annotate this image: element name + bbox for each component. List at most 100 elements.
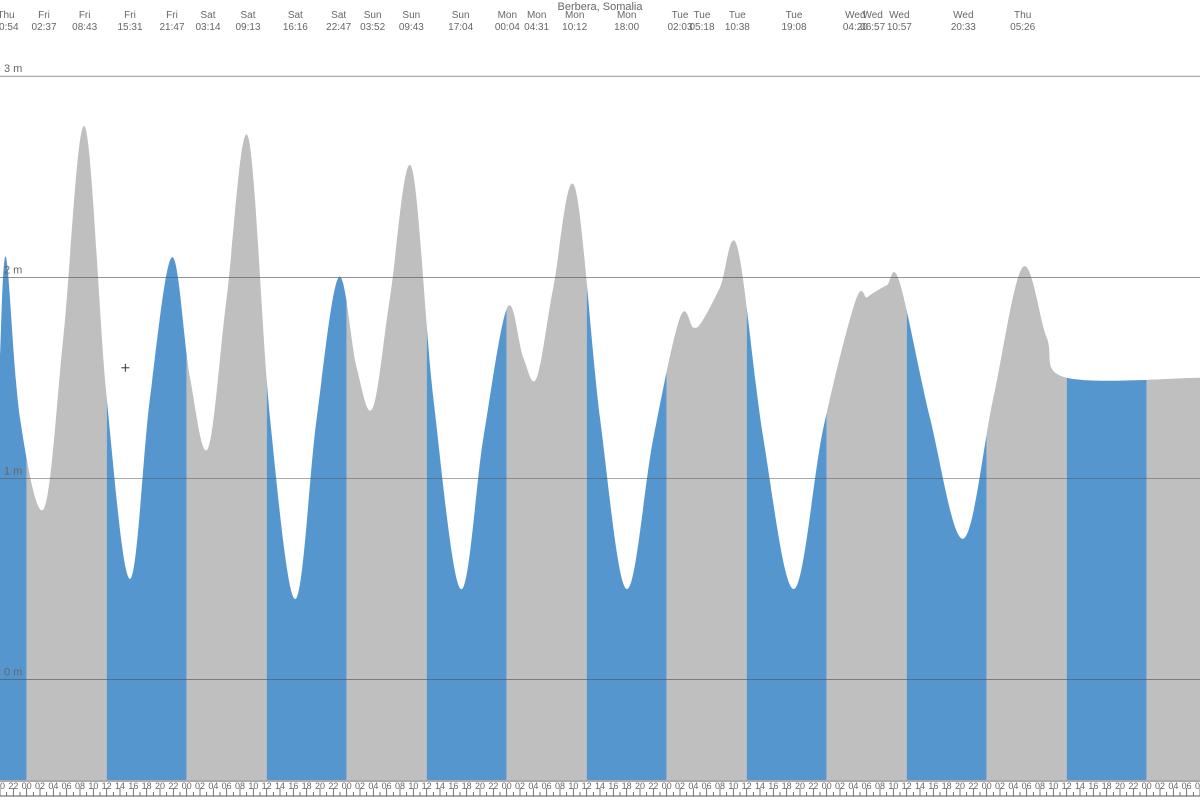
x-tick-label: 16 <box>288 781 298 791</box>
x-tick-label: 20 <box>475 781 485 791</box>
x-tick-label: 06 <box>862 781 872 791</box>
x-tick-label: 04 <box>528 781 538 791</box>
tide-event-day: Fri <box>124 10 136 21</box>
chart-title: Berbera, Somalia <box>558 1 644 13</box>
x-tick-label: 14 <box>275 781 285 791</box>
x-tick-label: 20 <box>1115 781 1125 791</box>
x-tick-label: 22 <box>8 781 18 791</box>
x-tick-label: 20 <box>315 781 325 791</box>
x-tick-label: 04 <box>688 781 698 791</box>
x-tick-label: 08 <box>395 781 405 791</box>
tide-event-time: 10:57 <box>887 22 912 33</box>
tide-event-day: Fri <box>166 10 178 21</box>
y-axis-label: 2 m <box>4 264 22 276</box>
x-tick-label: 04 <box>1008 781 1018 791</box>
x-tick-label: 10 <box>568 781 578 791</box>
x-tick-label: 00 <box>822 781 832 791</box>
x-tick-label: 06 <box>1182 781 1192 791</box>
tide-event-day: Mon <box>527 10 546 21</box>
x-tick-label: 18 <box>782 781 792 791</box>
x-tick-label: 10 <box>88 781 98 791</box>
x-tick-label: 08 <box>75 781 85 791</box>
tide-event-day: Thu <box>0 10 15 21</box>
x-tick-label: 02 <box>1155 781 1165 791</box>
x-tick-label: 20 <box>795 781 805 791</box>
x-tick-label: 16 <box>608 781 618 791</box>
x-tick-label: 10 <box>1048 781 1058 791</box>
x-tick-label: 12 <box>742 781 752 791</box>
x-tick-label: 08 <box>235 781 245 791</box>
tide-event-day: Sat <box>288 10 303 21</box>
x-tick-label: 20 <box>955 781 965 791</box>
tide-event-time: 02:37 <box>31 22 56 33</box>
x-tick-label: 20 <box>155 781 165 791</box>
x-tick-label: 00 <box>502 781 512 791</box>
tide-event-day: Sun <box>364 10 382 21</box>
x-tick-label: 10 <box>248 781 258 791</box>
x-tick-label: 22 <box>168 781 178 791</box>
tide-event-time: 06:57 <box>860 22 885 33</box>
x-tick-label: 18 <box>622 781 632 791</box>
tide-event-time: 10:12 <box>562 22 587 33</box>
x-tick-label: 14 <box>115 781 125 791</box>
x-tick-label: 06 <box>382 781 392 791</box>
x-tick-label: 00 <box>22 781 32 791</box>
x-tick-label: 10 <box>888 781 898 791</box>
tide-event-time: 20:33 <box>951 22 976 33</box>
x-tick-label: 18 <box>142 781 152 791</box>
tide-event-day: Thu <box>1014 10 1031 21</box>
x-tick-label: 06 <box>1022 781 1032 791</box>
tide-event-day: Wed <box>953 10 973 21</box>
x-tick-label: 08 <box>555 781 565 791</box>
tide-event-time: 20:54 <box>0 22 19 33</box>
x-tick-label: 08 <box>1035 781 1045 791</box>
y-axis-label: 3 m <box>4 63 22 75</box>
x-tick-label: 20 <box>635 781 645 791</box>
tide-event-day: Sat <box>200 10 215 21</box>
x-tick-label: 10 <box>728 781 738 791</box>
x-tick-label: 18 <box>942 781 952 791</box>
x-tick-label: 14 <box>435 781 445 791</box>
x-tick-label: 02 <box>995 781 1005 791</box>
tide-event-day: Sat <box>331 10 346 21</box>
tide-event-day: Wed <box>889 10 909 21</box>
x-tick-label: 22 <box>488 781 498 791</box>
x-tick-label: 12 <box>902 781 912 791</box>
y-axis-label: 0 m <box>4 666 22 678</box>
x-tick-label: 00 <box>982 781 992 791</box>
tide-event-day: Tue <box>672 10 689 21</box>
x-tick-label: 02 <box>835 781 845 791</box>
x-tick-label: 02 <box>35 781 45 791</box>
x-tick-label: 02 <box>195 781 205 791</box>
x-tick-label: 16 <box>448 781 458 791</box>
tide-event-time: 18:00 <box>614 22 639 33</box>
tide-event-day: Wed <box>862 10 882 21</box>
x-tick-label: 08 <box>715 781 725 791</box>
x-tick-label: 04 <box>368 781 378 791</box>
tide-event-time: 03:14 <box>195 22 220 33</box>
x-tick-label: 18 <box>1102 781 1112 791</box>
tide-event-day: Sun <box>452 10 470 21</box>
tide-event-time: 22:47 <box>326 22 351 33</box>
x-tick-label: 14 <box>595 781 605 791</box>
x-tick-label: 04 <box>48 781 58 791</box>
x-tick-label: 06 <box>702 781 712 791</box>
x-tick-label: 16 <box>1088 781 1098 791</box>
tide-event-time: 05:26 <box>1010 22 1035 33</box>
x-tick-label: 08 <box>875 781 885 791</box>
tide-event-day: Tue <box>694 10 711 21</box>
x-tick-label: 04 <box>1168 781 1178 791</box>
x-tick-label: 22 <box>1128 781 1138 791</box>
x-tick-label: 22 <box>968 781 978 791</box>
x-tick-label: 00 <box>182 781 192 791</box>
x-tick-label: 02 <box>515 781 525 791</box>
tide-chart: 0 m1 m2 m3 m2022000204060810121416182022… <box>0 0 1200 800</box>
x-tick-label: 02 <box>355 781 365 791</box>
tide-event-day: Sat <box>240 10 255 21</box>
tide-event-time: 16:16 <box>283 22 308 33</box>
x-tick-label: 12 <box>262 781 272 791</box>
x-tick-label: 06 <box>542 781 552 791</box>
x-tick-label: 16 <box>768 781 778 791</box>
x-tick-label: 06 <box>62 781 72 791</box>
tide-event-day: Tue <box>786 10 803 21</box>
